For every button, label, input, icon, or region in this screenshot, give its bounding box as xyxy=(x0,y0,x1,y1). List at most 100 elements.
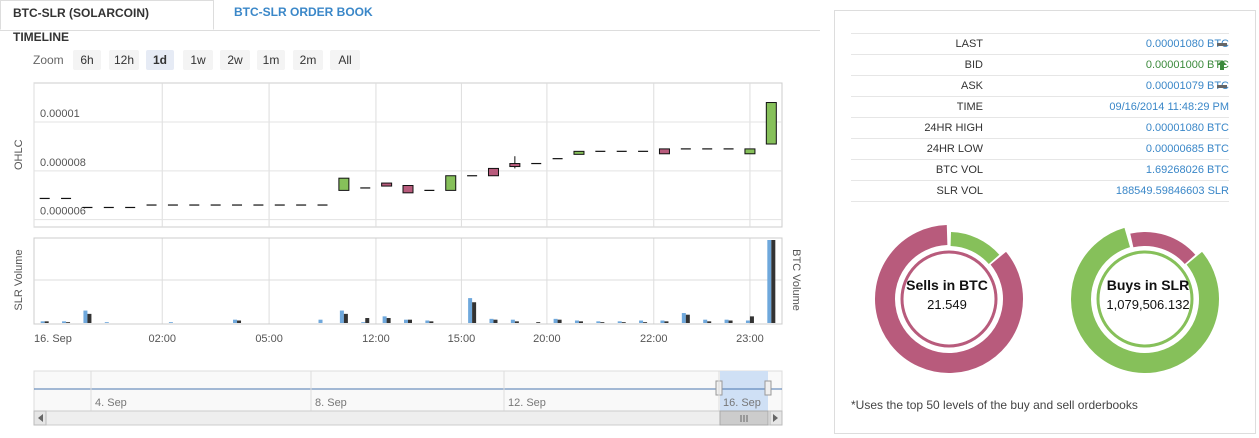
stats-value[interactable]: 0.00001000 BTC xyxy=(983,54,1229,76)
stats-value[interactable]: 0.00000685 BTC xyxy=(983,138,1229,160)
slr-volume-bar xyxy=(425,320,430,323)
ohlc-candle[interactable] xyxy=(744,148,756,155)
slr-volume-bar xyxy=(745,320,750,323)
donut-inner-ring xyxy=(1096,250,1194,348)
slr-volume-bar xyxy=(104,322,109,323)
y-tick-label: 0.00001 xyxy=(40,108,80,120)
zoom-12h-button[interactable]: 12h xyxy=(109,50,139,70)
buys-value: 1,079,506.132 xyxy=(1106,297,1190,312)
btc-volume-bar xyxy=(728,320,733,323)
ohlc-candle[interactable] xyxy=(402,185,414,194)
btc-volume-bar xyxy=(643,322,648,323)
slr-volume-bar xyxy=(404,319,408,323)
stats-value[interactable]: 0.00001080 BTC xyxy=(983,33,1229,55)
stats-row: LAST 0.00001080 BTC xyxy=(851,33,1229,55)
ohlc-y-axis-label: OHLC xyxy=(13,139,25,170)
ohlc-candle[interactable] xyxy=(445,175,457,191)
tab-timeline[interactable]: BTC-SLR (SOLARCOIN) TIMELINE xyxy=(0,0,214,44)
slr-volume-bar xyxy=(468,298,473,323)
zoom-2w-button[interactable]: 2w xyxy=(220,50,250,70)
stats-value-text[interactable]: 0.00001079 BTC xyxy=(1145,80,1229,92)
stats-value[interactable]: 1.69268026 BTC xyxy=(983,159,1229,181)
slr-volume-bar xyxy=(62,321,67,323)
ohlc-candles xyxy=(39,102,777,209)
btc-volume-bar xyxy=(749,316,754,323)
stats-label: TIME xyxy=(851,96,983,118)
stats-row: 24HR HIGH 0.00001080 BTC xyxy=(851,117,1229,139)
slr-volume-bar xyxy=(318,319,323,323)
btc-volume-bar xyxy=(557,319,562,323)
navigator-label: 12. Sep xyxy=(508,397,546,409)
stats-value-text[interactable]: 188549.59846603 SLR xyxy=(1115,185,1229,197)
btc-volume-bar xyxy=(707,321,712,323)
donut-other-slice xyxy=(950,232,1000,265)
x-tick-label: 20:00 xyxy=(533,333,561,345)
stats-label: SLR VOL xyxy=(851,180,983,202)
navigator-labels: 4. Sep 8. Sep 12. Sep 16. Sep xyxy=(90,371,761,411)
slr-volume-axis-label: SLR Volume xyxy=(13,249,25,310)
zoom-2m-button[interactable]: 2m xyxy=(293,50,323,70)
btc-volume-bar xyxy=(472,302,477,323)
btc-volume-bar xyxy=(493,319,498,323)
navigator-label: 4. Sep xyxy=(95,397,127,409)
stats-value-text[interactable]: 1.69268026 BTC xyxy=(1145,164,1229,176)
ohlc-candle[interactable] xyxy=(658,148,670,155)
market-summary-panel: LAST 0.00001080 BTC BID 0.00001000 BTC ASK 0.… xyxy=(834,10,1256,434)
stats-label: BTC VOL xyxy=(851,159,983,181)
tab-order-book[interactable]: BTC-SLR ORDER BOOK xyxy=(234,5,373,19)
navigator-selection[interactable] xyxy=(720,371,768,411)
ohlc-candle[interactable] xyxy=(338,177,350,191)
btc-volume-bar xyxy=(514,321,519,323)
stats-row: 24HR LOW 0.00000685 BTC xyxy=(851,138,1229,160)
slr-volume-bar xyxy=(639,320,644,323)
x-tick-label: 16. Sep xyxy=(34,333,72,345)
navigator-scrollbar[interactable] xyxy=(33,410,783,426)
slr-volume-bar xyxy=(660,320,665,323)
volume-panel xyxy=(33,237,783,325)
ohlc-candle[interactable] xyxy=(765,102,777,145)
zoom-all-button[interactable]: All xyxy=(330,50,360,70)
btc-volume-bar xyxy=(66,322,71,323)
btc-volume-bar xyxy=(536,322,541,323)
stats-value-text[interactable]: 09/16/2014 11:48:29 PM xyxy=(1109,101,1229,113)
stats-row: TIME 09/16/2014 11:48:29 PM xyxy=(851,96,1229,118)
ohlc-candle[interactable] xyxy=(381,182,393,187)
ohlc-candle[interactable] xyxy=(509,156,521,169)
btc-volume-bar xyxy=(771,240,776,323)
y-tick-label: 0.000006 xyxy=(40,206,86,218)
stats-value[interactable]: 188549.59846603 SLR xyxy=(983,180,1229,202)
ohlc-candle[interactable] xyxy=(573,150,585,155)
stats-row: BTC VOL 1.69268026 BTC xyxy=(851,159,1229,181)
slr-volume-bar xyxy=(40,321,45,323)
stats-value-text[interactable]: 0.00001080 BTC xyxy=(1145,122,1229,134)
zoom-1d-button[interactable]: 1d xyxy=(146,50,174,70)
donut-main-slice xyxy=(1071,227,1219,373)
slr-volume-bar xyxy=(724,319,729,323)
ohlc-candle[interactable] xyxy=(487,167,499,177)
btc-volume-bar xyxy=(237,320,242,323)
zoom-6h-button[interactable]: 6h xyxy=(73,50,101,70)
slr-volume-bar xyxy=(489,318,494,323)
slr-volume-bar xyxy=(767,240,772,323)
donut-other-slice xyxy=(1130,232,1196,265)
sells-donut xyxy=(875,225,1023,373)
zoom-1w-button[interactable]: 1w xyxy=(183,50,213,70)
slr-volume-bar xyxy=(553,318,558,323)
navigator-right-handle[interactable] xyxy=(764,380,772,396)
zoom-1m-button[interactable]: 1m xyxy=(257,50,285,70)
btc-volume-bar xyxy=(429,321,434,323)
stats-value-text[interactable]: 0.00001000 BTC xyxy=(1145,59,1229,71)
x-axis-ticks: 16. Sep 02:00 05:00 12:00 15:00 20:00 22:00 23:… xyxy=(34,333,764,345)
stats-value[interactable]: 09/16/2014 11:48:29 PM xyxy=(983,96,1229,118)
navigator[interactable]: 4. Sep 8. Sep 12. Sep 16. Sep xyxy=(33,370,783,412)
navigator-label: 8. Sep xyxy=(315,397,347,409)
stats-value[interactable]: 0.00001080 BTC xyxy=(983,117,1229,139)
orderbook-footnote: *Uses the top 50 levels of the buy and s… xyxy=(851,398,1138,412)
stats-value-text[interactable]: 0.00000685 BTC xyxy=(1145,143,1229,155)
slr-volume-bar xyxy=(233,319,238,323)
stats-table: LAST 0.00001080 BTC BID 0.00001000 BTC ASK 0.… xyxy=(851,33,1229,202)
stats-value-text[interactable]: 0.00001080 BTC xyxy=(1145,38,1229,50)
slr-volume-bar xyxy=(617,321,622,323)
stats-value[interactable]: 0.00001079 BTC xyxy=(983,75,1229,97)
